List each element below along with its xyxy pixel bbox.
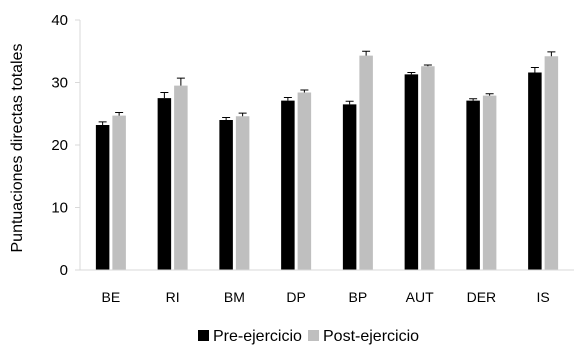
- legend: Pre-ejercicio Post-ejercicio: [198, 328, 419, 345]
- y-tick-label: 0: [60, 262, 68, 279]
- x-tick-label: BM: [224, 289, 245, 305]
- legend-label-pre: Pre-ejercicio: [213, 328, 302, 345]
- bar-post-der: [482, 95, 497, 270]
- x-tick-label: BE: [102, 289, 121, 305]
- y-axis-title: Puntuaciones directas totales: [9, 43, 26, 252]
- y-axis: 0 10 20 30 40: [51, 12, 81, 279]
- bar-pre-ri: [157, 98, 172, 270]
- y-tick-label: 10: [51, 200, 68, 217]
- bar-pre-bm: [219, 120, 233, 270]
- bar-post-ri: [174, 85, 188, 270]
- bar-pre-bp: [342, 104, 357, 270]
- y-tick-label: 30: [51, 75, 68, 92]
- x-axis: BE RI BM DP BP AUT DER IS: [80, 269, 574, 305]
- legend-label-post: Post-ejercicio: [323, 328, 419, 345]
- legend-swatch-pre: [198, 330, 209, 341]
- x-tick-label: DER: [467, 289, 497, 305]
- x-tick-label: RI: [166, 289, 180, 305]
- y-tick-label: 20: [51, 137, 68, 154]
- x-tick-label: DP: [286, 289, 305, 305]
- x-tick-label: AUT: [406, 289, 434, 305]
- legend-swatch-post: [308, 330, 319, 341]
- bar-pre-is: [528, 72, 542, 270]
- bar-pre-dp: [281, 100, 295, 270]
- bar-pre-aut: [404, 74, 419, 270]
- bar-post-aut: [421, 66, 435, 270]
- bar-pre-be: [95, 125, 110, 270]
- bar-post-dp: [297, 92, 312, 270]
- bar-post-be: [112, 115, 126, 270]
- bar-post-bp: [359, 55, 373, 270]
- bar-post-is: [544, 56, 559, 270]
- x-tick-label: IS: [537, 289, 550, 305]
- x-tick-label: BP: [349, 289, 368, 305]
- y-tick-label: 40: [51, 12, 68, 29]
- bars-group: [95, 50, 559, 270]
- bar-pre-der: [466, 100, 480, 270]
- bar-post-bm: [235, 116, 250, 270]
